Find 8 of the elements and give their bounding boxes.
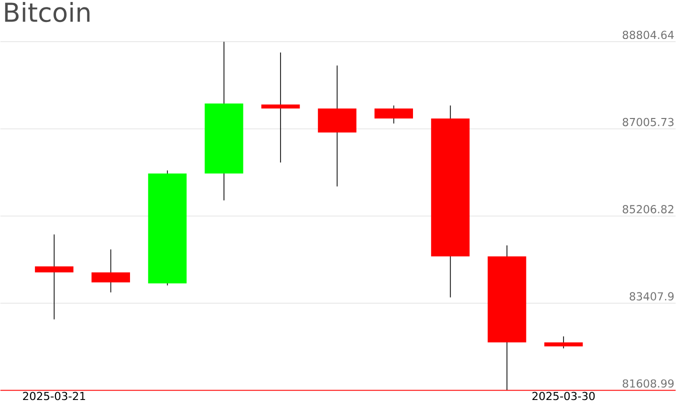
y-tick-label: 88804.64 <box>622 31 674 40</box>
y-tick-label: 83407.9 <box>630 292 674 301</box>
x-tick-label: 2025-03-30 <box>532 392 595 400</box>
y-tick-label: 85206.82 <box>622 205 674 214</box>
y-tick-label: 81608.99 <box>622 380 674 388</box>
chart-title: Bitcoin <box>5 2 90 22</box>
x-tick-label: 2025-03-21 <box>23 392 86 400</box>
y-tick-label: 87005.73 <box>622 118 674 126</box>
